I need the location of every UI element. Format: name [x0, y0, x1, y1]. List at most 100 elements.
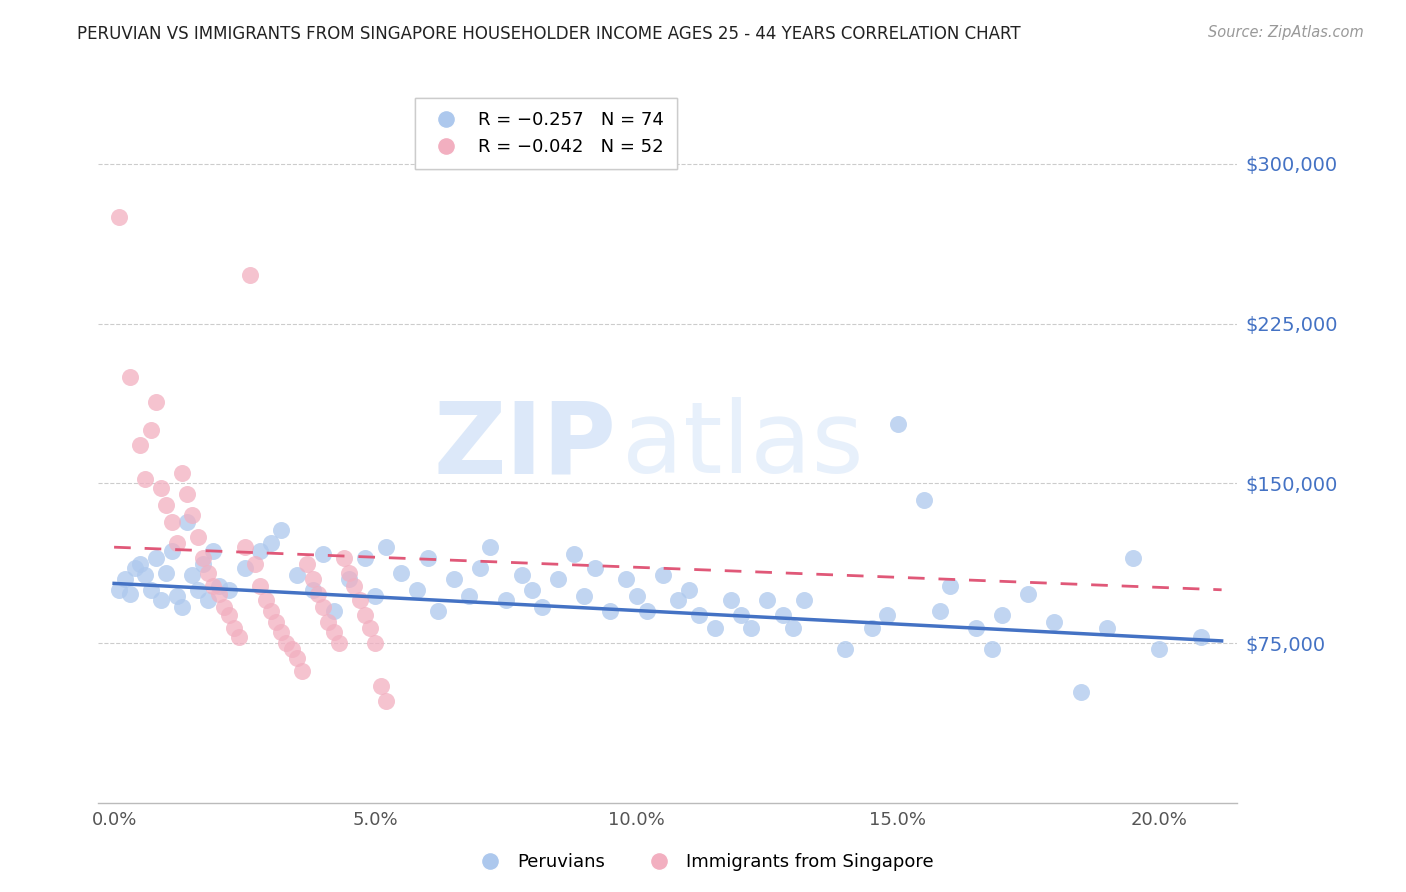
Point	[280, 642, 302, 657]
Point	[531, 599, 554, 614]
Point	[202, 544, 225, 558]
Point	[191, 558, 214, 572]
Point	[233, 561, 256, 575]
Point	[427, 604, 450, 618]
Point	[547, 572, 569, 586]
Point	[307, 587, 329, 601]
Point	[118, 369, 141, 384]
Text: ZIP: ZIP	[433, 398, 617, 494]
Point	[276, 636, 298, 650]
Point	[207, 587, 229, 601]
Point	[574, 589, 596, 603]
Point	[980, 642, 1002, 657]
Point	[1095, 621, 1118, 635]
Legend: Peruvians, Immigrants from Singapore: Peruvians, Immigrants from Singapore	[465, 847, 941, 879]
Point	[359, 621, 381, 635]
Point	[458, 589, 481, 603]
Point	[479, 540, 502, 554]
Point	[939, 578, 962, 592]
Point	[181, 567, 204, 582]
Point	[291, 664, 314, 678]
Point	[197, 566, 219, 580]
Point	[114, 572, 136, 586]
Point	[134, 567, 156, 582]
Point	[254, 593, 277, 607]
Point	[614, 572, 637, 586]
Point	[270, 523, 292, 537]
Point	[270, 625, 292, 640]
Point	[364, 589, 387, 603]
Point	[834, 642, 856, 657]
Point	[374, 693, 396, 707]
Point	[260, 604, 283, 618]
Point	[730, 608, 752, 623]
Text: Source: ZipAtlas.com: Source: ZipAtlas.com	[1208, 25, 1364, 40]
Point	[1017, 587, 1039, 601]
Point	[1070, 685, 1092, 699]
Point	[562, 547, 585, 561]
Point	[155, 498, 177, 512]
Point	[134, 472, 156, 486]
Point	[218, 582, 240, 597]
Point	[651, 567, 673, 582]
Point	[176, 515, 198, 529]
Point	[991, 608, 1014, 623]
Point	[782, 621, 804, 635]
Point	[928, 604, 950, 618]
Point	[1147, 642, 1170, 657]
Point	[343, 578, 366, 592]
Point	[391, 566, 413, 580]
Point	[301, 572, 323, 586]
Point	[793, 593, 815, 607]
Point	[108, 210, 131, 224]
Point	[312, 599, 335, 614]
Point	[187, 582, 209, 597]
Point	[166, 589, 188, 603]
Point	[886, 417, 908, 431]
Point	[337, 572, 360, 586]
Point	[297, 558, 319, 572]
Point	[197, 593, 219, 607]
Point	[756, 593, 779, 607]
Point	[1189, 630, 1212, 644]
Point	[636, 604, 658, 618]
Point	[155, 566, 177, 580]
Point	[207, 578, 229, 592]
Point	[322, 625, 344, 640]
Point	[191, 550, 214, 565]
Point	[150, 593, 173, 607]
Point	[228, 630, 250, 644]
Point	[510, 567, 533, 582]
Point	[370, 679, 392, 693]
Point	[599, 604, 621, 618]
Point	[239, 268, 262, 282]
Point	[202, 578, 225, 592]
Point	[316, 615, 339, 629]
Point	[224, 621, 246, 635]
Point	[118, 587, 141, 601]
Point	[243, 558, 266, 572]
Point	[353, 550, 375, 565]
Point	[160, 544, 183, 558]
Point	[139, 582, 162, 597]
Point	[176, 487, 198, 501]
Point	[353, 608, 375, 623]
Point	[170, 466, 193, 480]
Point	[322, 604, 344, 618]
Point	[124, 561, 146, 575]
Point	[772, 608, 794, 623]
Point	[260, 536, 283, 550]
Point	[312, 547, 335, 561]
Point	[333, 550, 356, 565]
Point	[337, 566, 360, 580]
Point	[285, 567, 308, 582]
Point	[583, 561, 606, 575]
Point	[150, 481, 173, 495]
Point	[249, 578, 271, 592]
Point	[145, 395, 167, 409]
Point	[688, 608, 710, 623]
Point	[187, 529, 209, 543]
Point	[301, 582, 323, 597]
Point	[443, 572, 465, 586]
Point	[703, 621, 725, 635]
